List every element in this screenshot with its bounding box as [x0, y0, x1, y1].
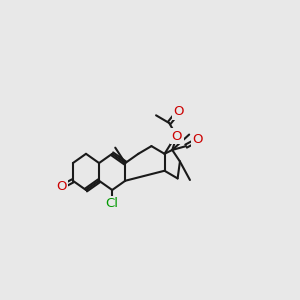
- Text: O: O: [173, 105, 184, 118]
- Text: O: O: [172, 130, 182, 142]
- Text: O: O: [192, 134, 203, 146]
- Text: Cl: Cl: [106, 197, 119, 210]
- Text: O: O: [56, 180, 67, 194]
